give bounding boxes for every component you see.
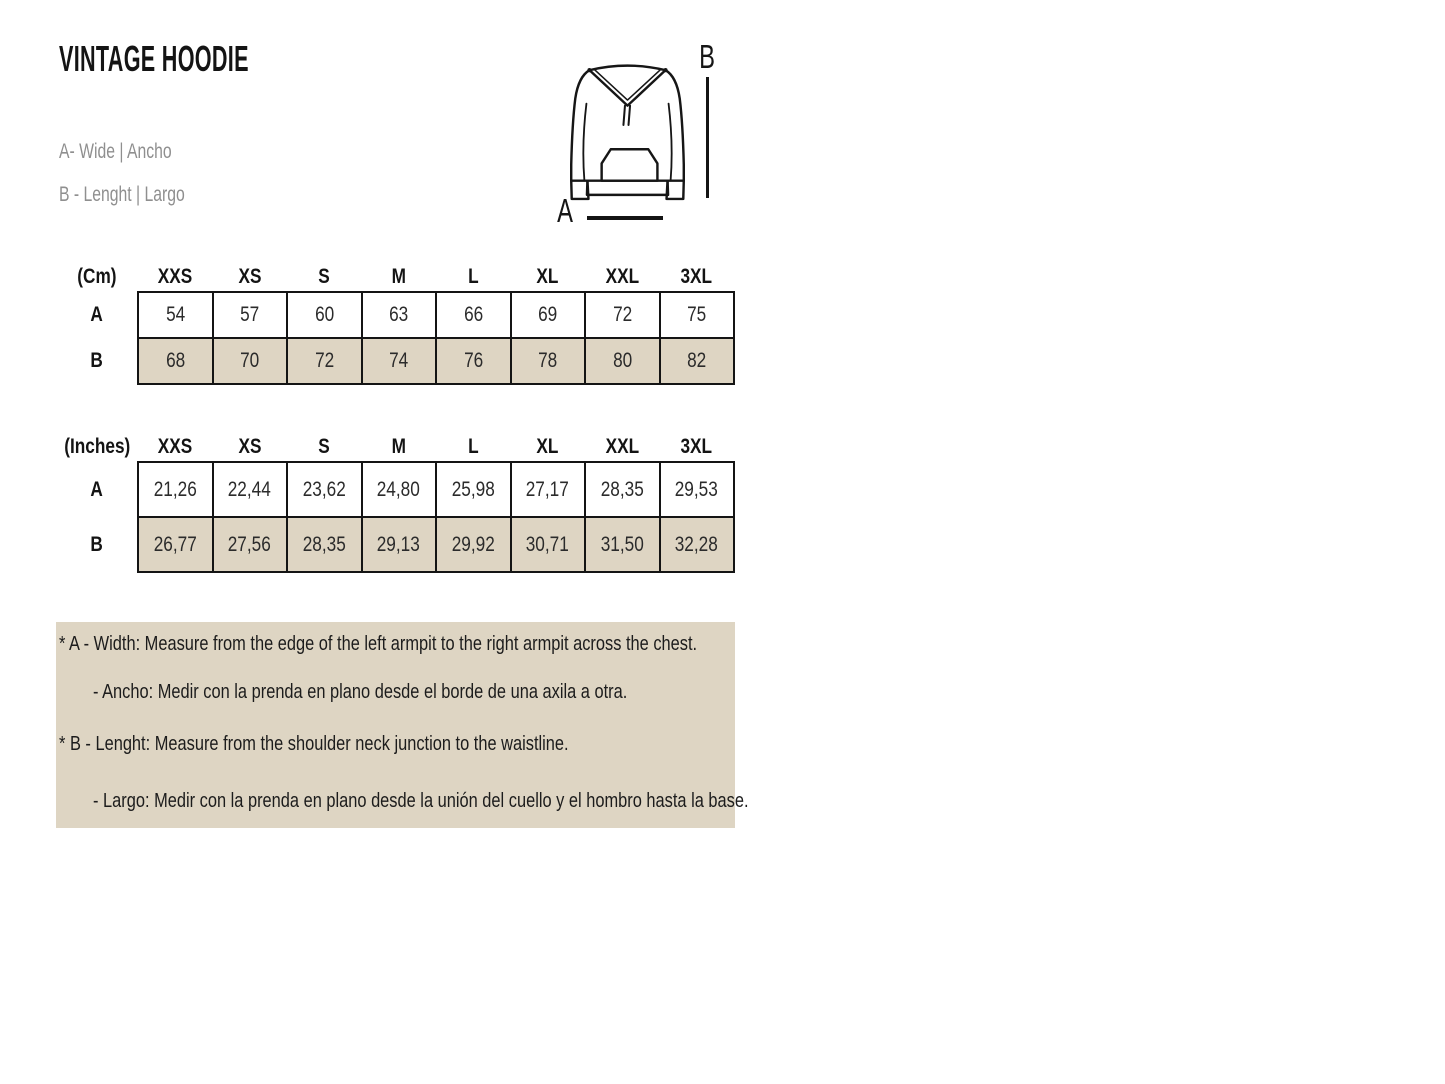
value-cell: 31,50 [584, 516, 661, 573]
hoodie-illustration-icon [570, 64, 685, 201]
value-cell: 30,71 [509, 516, 586, 573]
value-cell: 27,17 [509, 461, 586, 518]
size-header-xs: XS [238, 264, 262, 288]
value-cell: 72 [584, 291, 661, 339]
size-header-s: S [318, 264, 330, 288]
size-header-l: L [467, 264, 479, 288]
size-header-xxl: XXL [605, 434, 639, 458]
value-cell: 29,92 [435, 516, 512, 573]
value-cell: 75 [658, 291, 735, 339]
legend-width: A- Wide | Ancho [59, 140, 172, 163]
size-header-xxs: XXS [158, 434, 193, 458]
length-row-cm: B 68 70 72 74 76 78 80 82 [56, 337, 735, 385]
size-header-xxs: XXS [158, 264, 193, 288]
row-label-cell: A [90, 303, 103, 326]
unit-label: (Cm) [77, 265, 117, 288]
width-row-inches: A 21,26 22,44 23,62 24,80 25,98 27,17 28… [56, 461, 735, 518]
length-dimension-line [706, 77, 709, 198]
size-header-xl: XL [536, 264, 559, 288]
row-label-cell: A [90, 477, 103, 501]
size-header-m: M [391, 434, 406, 458]
size-table-cm: (Cm) XXS XS S M L XL XXL 3XL A 54 57 60 … [56, 262, 735, 385]
value-cell: 29,53 [658, 461, 735, 518]
legend-length: B - Lenght | Largo [59, 183, 185, 206]
note-length-es: - Largo: Medir con la prenda en plano de… [93, 789, 749, 812]
value-cell: 78 [509, 337, 586, 385]
value-cell: 23,62 [286, 461, 363, 518]
size-header-3xl: 3XL [680, 264, 713, 288]
value-cell: 74 [360, 337, 437, 385]
value-cell: 63 [360, 291, 437, 339]
value-cell: 70 [211, 337, 288, 385]
page-title: VINTAGE HOODIE [59, 38, 249, 79]
value-cell: 26,77 [137, 516, 214, 573]
row-label-cell: B [90, 349, 103, 372]
value-cell: 76 [435, 337, 512, 385]
value-cell: 24,80 [360, 461, 437, 518]
unit-label-cell: (Inches) [56, 432, 138, 462]
note-width-en: * A - Width: Measure from the edge of th… [59, 632, 698, 655]
value-cell: 32,28 [658, 516, 735, 573]
note-width-es: - Ancho: Medir con la prenda en plano de… [93, 680, 628, 703]
value-cell: 69 [509, 291, 586, 339]
size-header-m: M [391, 264, 406, 288]
size-header-xxl: XXL [605, 264, 639, 288]
value-cell: 60 [286, 291, 363, 339]
size-header-3xl: 3XL [680, 434, 713, 458]
size-table-cm-header-row: (Cm) XXS XS S M L XL XXL 3XL [56, 262, 734, 292]
value-cell: 57 [211, 291, 288, 339]
note-length-en: * B - Lenght: Measure from the shoulder … [59, 732, 569, 755]
size-header-xl: XL [536, 434, 559, 458]
value-cell: 54 [137, 291, 214, 339]
value-cell: 22,44 [211, 461, 288, 518]
value-cell: 82 [658, 337, 735, 385]
value-cell: 80 [584, 337, 661, 385]
value-cell: 66 [435, 291, 512, 339]
size-table-inches-header-row: (Inches) XXS XS S M L XL XXL 3XL [56, 432, 734, 462]
measurement-notes-panel: * A - Width: Measure from the edge of th… [56, 622, 749, 828]
size-header-xs: XS [238, 434, 262, 458]
size-header-s: S [318, 434, 330, 458]
value-cell: 72 [286, 337, 363, 385]
size-header-l: L [467, 434, 479, 458]
size-table-inches: (Inches) XXS XS S M L XL XXL 3XL A 21,26… [56, 432, 735, 573]
row-label-cell: B [90, 532, 103, 556]
value-cell: 21,26 [137, 461, 214, 518]
length-row-inches: B 26,77 27,56 28,35 29,13 29,92 30,71 31… [56, 516, 735, 573]
value-cell: 68 [137, 337, 214, 385]
unit-label: (Inches) [63, 435, 131, 458]
unit-label-cell: (Cm) [56, 262, 138, 292]
value-cell: 25,98 [435, 461, 512, 518]
width-dimension-line [587, 216, 663, 220]
value-cell: 28,35 [286, 516, 363, 573]
value-cell: 27,56 [211, 516, 288, 573]
value-cell: 28,35 [584, 461, 661, 518]
length-dimension-label: B [699, 38, 715, 75]
value-cell: 29,13 [360, 516, 437, 573]
width-row-cm: A 54 57 60 63 66 69 72 75 [56, 291, 735, 339]
width-dimension-label: A [557, 192, 573, 229]
